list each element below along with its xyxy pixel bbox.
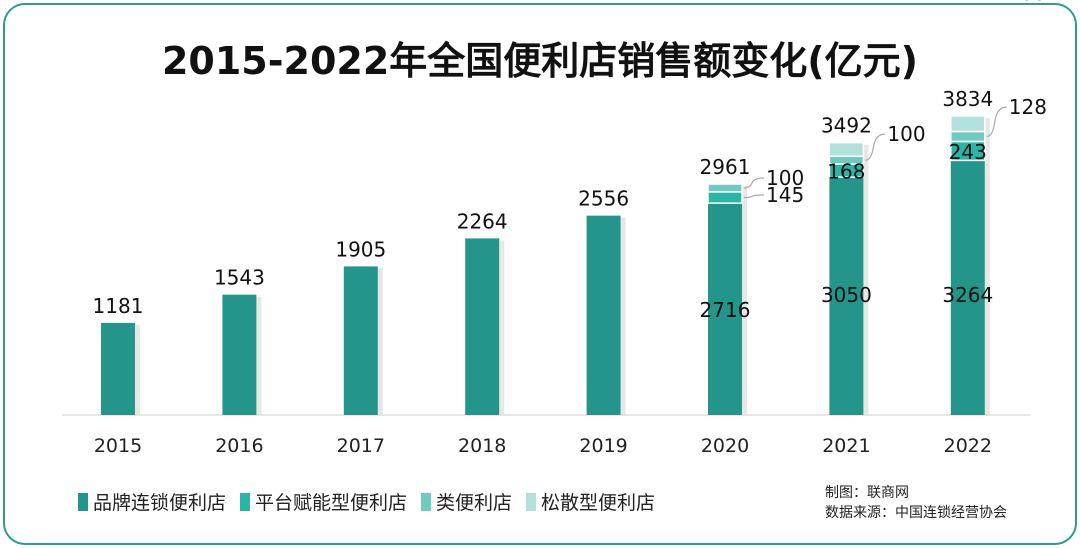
card-border [3,3,1077,545]
total-label: 1181 [93,294,144,318]
x-tick-label: 2016 [215,435,263,457]
legend-swatch [421,492,432,511]
total-label: 2961 [700,155,751,179]
data-label: 243 [949,140,987,164]
data-label: 2716 [700,298,751,322]
bar-shadow [499,240,505,415]
bar-shadow [984,117,990,415]
data-label: 174 [887,0,925,5]
legend-label: 类便利店 [436,492,513,514]
bar-shadow [620,217,626,415]
legend-item: 品牌连锁便利店 [78,488,226,515]
leader-line [986,106,1007,138]
total-label: 1543 [214,266,265,290]
credit-made-by: 制图：联商网 [825,485,909,501]
leader-line [743,194,765,199]
legend-item: 松散型便利店 [526,488,655,515]
total-label: 3492 [821,114,872,138]
legend-label: 品牌连锁便利店 [93,492,227,514]
data-label: 128 [1009,95,1047,119]
x-tick-label: 2020 [701,435,749,457]
bar-shadow [377,268,383,415]
data-label: 145 [766,183,804,207]
bar-segment [707,191,743,204]
x-tick-label: 2017 [337,435,385,457]
legend: 品牌连锁便利店 平台赋能型便利店 类便利店 松散型便利店 [78,488,655,515]
x-tick-label: 2018 [458,435,506,457]
legend-swatch [240,492,251,511]
data-label: 100 [766,166,804,190]
leader-line [743,177,765,189]
credit-source: 数据来源：中国连锁经营协会 [825,505,1007,521]
x-tick-label: 2019 [579,435,627,457]
bar-segment [222,294,257,415]
x-tick-label: 2022 [944,435,992,457]
x-tick-label: 2015 [94,435,142,457]
data-label: 100 [887,122,925,146]
bar-segment [829,177,864,415]
bar-segment [950,115,986,133]
chart-title: 2015-2022年全国便利店销售额变化(亿元) [161,39,919,83]
total-label: 3834 [942,87,993,111]
bar-shadow [863,144,869,415]
data-label: 3050 [821,283,872,307]
bar-shadow [742,186,747,415]
legend-item: 平台赋能型便利店 [240,488,407,515]
data-label: 199 [1009,0,1047,5]
total-label: 2556 [578,187,629,211]
legend-swatch [78,492,88,511]
bar-segment [707,183,743,193]
total-label: 2264 [457,209,508,233]
legend-label: 松散型便利店 [541,492,656,514]
leader-line [865,133,886,161]
total-label: 1905 [335,237,386,261]
bar-segment [465,238,500,415]
legend-item: 类便利店 [421,488,512,515]
bar-shadow [256,296,262,415]
bar-segment [950,160,985,415]
bar-segment [828,141,865,157]
x-tick-label: 2021 [822,435,870,457]
bar-shadow [135,324,140,415]
legend-label: 平台赋能型便利店 [255,492,408,514]
bar-segment [343,266,378,415]
bar-segment [101,322,135,415]
data-label: 3264 [942,283,993,307]
legend-swatch [526,492,537,511]
bar-segment [586,215,621,415]
data-label: 168 [827,160,865,184]
bar-segment [708,203,742,415]
